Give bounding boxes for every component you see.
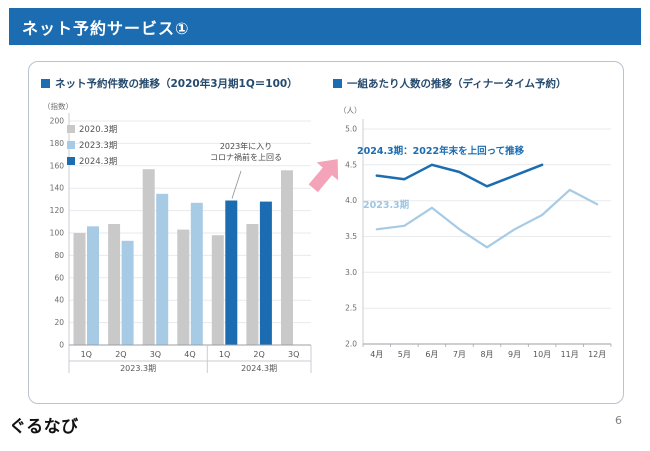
title-bullet-icon: [41, 79, 50, 88]
svg-text:3.5: 3.5: [345, 232, 357, 241]
svg-text:4.5: 4.5: [345, 160, 357, 169]
legend-label-2024: 2024.3期: [79, 156, 118, 167]
svg-text:10月: 10月: [533, 350, 551, 359]
legend-swatch-2020: [67, 124, 75, 133]
svg-text:4月: 4月: [370, 350, 383, 359]
svg-text:2.0: 2.0: [345, 339, 357, 348]
svg-text:7月: 7月: [453, 350, 466, 359]
page-number: 6: [615, 414, 622, 427]
svg-text:5月: 5月: [398, 350, 411, 359]
svg-text:（指数）: （指数）: [43, 101, 73, 111]
svg-text:120: 120: [50, 206, 65, 215]
svg-text:2024.3期: 2024.3期: [241, 364, 277, 373]
line-chart-area: （人） 2.0 2.5 3.0 3.5 4.0 4.5 5.0 4月 5月 6月 7月 8月 9月 10月 1…: [333, 99, 625, 385]
line-chart-section: 一組あたり人数の推移（ディナータイム予約） （人） 2.0 2.5 3.0 3.5 4.0…: [333, 78, 621, 385]
line-chart-title: 一組あたり人数の推移（ディナータイム予約）: [333, 78, 621, 91]
legend-swatch-2023: [67, 140, 75, 149]
svg-text:12月: 12月: [588, 350, 606, 359]
net-reservation-bar-chart: （指数） 0 20 40 60 80 100 120 140 160 180 200 1Q 2Q 3Q 4Q 1…: [43, 101, 312, 373]
legend-item-2020: 2020.3期: [67, 123, 117, 135]
svg-text:3.0: 3.0: [345, 267, 357, 276]
slide-header: ネット予約サービス①: [9, 8, 641, 45]
svg-text:2.5: 2.5: [345, 303, 357, 312]
bar-chart-section: ネット予約件数の推移（2020年3月期1Q＝100） （指数） 0 20 40 60 80…: [41, 78, 333, 385]
title-bullet-icon: [333, 79, 342, 88]
svg-text:8月: 8月: [480, 350, 493, 359]
up-trend-arrow-icon: [297, 136, 345, 193]
svg-text:5.0: 5.0: [345, 124, 357, 133]
svg-text:1Q: 1Q: [219, 350, 230, 359]
bar-chart-annotation: 2023年に入り コロナ禍前を上回る: [210, 141, 282, 163]
bar-chart-title-text: ネット予約件数の推移（2020年3月期1Q＝100）: [55, 78, 298, 90]
svg-text:3Q: 3Q: [288, 350, 299, 359]
svg-text:20: 20: [54, 318, 64, 327]
svg-text:6月: 6月: [425, 350, 438, 359]
svg-text:2Q: 2Q: [253, 350, 264, 359]
svg-text:9月: 9月: [508, 350, 521, 359]
gurunavi-logo: ぐるなび: [9, 417, 79, 437]
legend-item-2024: 2024.3期: [67, 155, 117, 167]
legend-item-2023: 2023.3期: [67, 139, 117, 151]
svg-text:60: 60: [54, 273, 64, 282]
content-card: ネット予約件数の推移（2020年3月期1Q＝100） （指数） 0 20 40 60 80…: [28, 61, 624, 404]
svg-text:140: 140: [50, 183, 65, 192]
bar-chart-area: （指数） 0 20 40 60 80 100 120 140 160 180 200 1Q 2Q 3Q 4Q 1…: [41, 99, 333, 385]
legend-label-2020: 2020.3期: [79, 124, 118, 135]
party-size-line-chart: （人） 2.0 2.5 3.0 3.5 4.0 4.5 5.0 4月 5月 6月 7月 8月 9月 10月 1…: [339, 106, 612, 359]
svg-text:11月: 11月: [561, 350, 579, 359]
svg-text:2Q: 2Q: [115, 350, 126, 359]
svg-text:200: 200: [50, 116, 65, 125]
legend-swatch-2024: [67, 156, 75, 165]
bar-chart-title: ネット予約件数の推移（2020年3月期1Q＝100）: [41, 78, 333, 91]
svg-text:180: 180: [50, 138, 65, 147]
svg-text:100: 100: [50, 228, 65, 237]
svg-text:4.0: 4.0: [345, 196, 357, 205]
line-chart-annotation: 2024.3期：2022年末を上回って推移: [357, 145, 525, 157]
page-title: ネット予約サービス①: [22, 18, 190, 38]
bar-chart-legend: 2020.3期 2023.3期 2024.3期: [67, 123, 117, 167]
svg-text:1Q: 1Q: [81, 350, 92, 359]
legend-label-2023: 2023.3期: [79, 140, 118, 151]
svg-text:40: 40: [54, 295, 64, 304]
series-label-2023: 2023.3期: [363, 199, 410, 211]
svg-text:0: 0: [59, 340, 64, 349]
svg-text:（人）: （人）: [339, 106, 362, 115]
svg-text:160: 160: [50, 161, 65, 170]
line-chart-title-text: 一組あたり人数の推移（ディナータイム予約）: [347, 78, 567, 90]
svg-text:80: 80: [54, 250, 64, 259]
svg-text:4Q: 4Q: [184, 350, 195, 359]
svg-text:2023.3期: 2023.3期: [120, 364, 156, 373]
svg-text:3Q: 3Q: [150, 350, 161, 359]
